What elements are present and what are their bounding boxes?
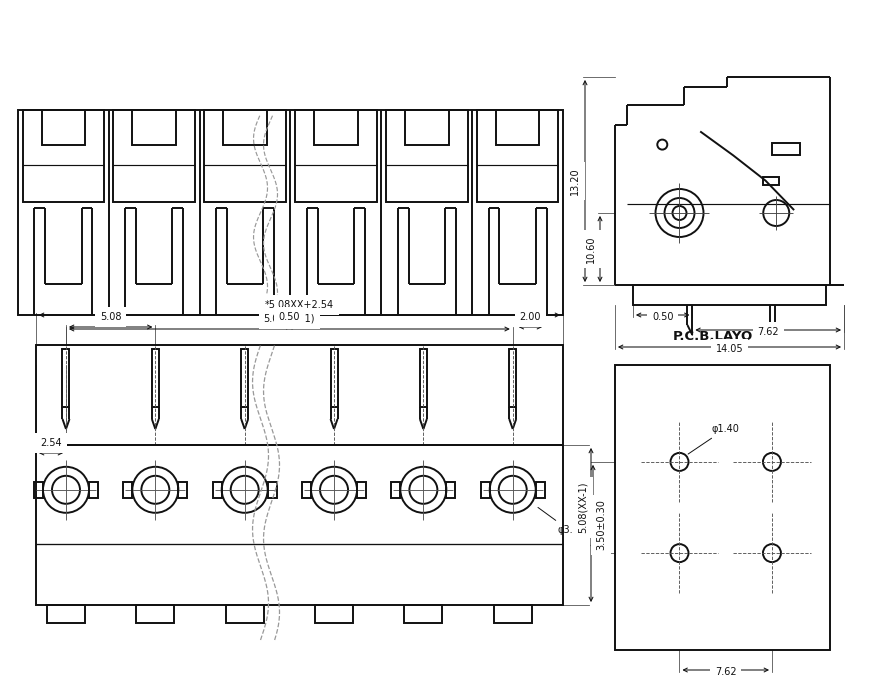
Text: 13.20: 13.20: [569, 167, 580, 195]
Bar: [225, 605, 263, 623]
Bar: [132, 110, 176, 145]
Bar: [152, 349, 159, 407]
Bar: [508, 349, 515, 407]
Bar: [123, 482, 132, 498]
Text: 2.00: 2.00: [519, 312, 541, 322]
Text: 0.50: 0.50: [651, 312, 673, 322]
Text: φ1.40: φ1.40: [687, 424, 739, 454]
Bar: [404, 605, 441, 623]
Bar: [420, 349, 427, 407]
Bar: [476, 110, 558, 202]
Bar: [178, 482, 187, 498]
Text: 5.08(XX-1): 5.08(XX-1): [577, 482, 587, 533]
Bar: [633, 285, 825, 305]
Bar: [212, 482, 222, 498]
Bar: [614, 365, 829, 650]
Bar: [495, 110, 539, 145]
Text: 7.62: 7.62: [757, 327, 778, 337]
Bar: [89, 482, 98, 498]
Bar: [302, 482, 311, 498]
Bar: [391, 482, 400, 498]
Bar: [493, 605, 531, 623]
Bar: [113, 110, 195, 202]
Bar: [63, 349, 70, 407]
Text: 0.50: 0.50: [278, 312, 300, 322]
Bar: [762, 176, 779, 185]
Bar: [47, 605, 85, 623]
Bar: [223, 110, 267, 145]
Bar: [268, 482, 276, 498]
Text: P.C.B.LAYOUT: P.C.B.LAYOUT: [672, 330, 772, 343]
Text: *5.08XX+2.54: *5.08XX+2.54: [265, 300, 334, 310]
Text: φ3.2: φ3.2: [537, 508, 579, 535]
Bar: [295, 110, 376, 202]
Bar: [771, 144, 799, 155]
Bar: [314, 110, 357, 145]
Text: 2.54: 2.54: [40, 438, 62, 448]
Bar: [36, 345, 562, 445]
Bar: [34, 482, 43, 498]
Text: 10.60: 10.60: [586, 235, 595, 262]
Bar: [42, 110, 85, 145]
Bar: [241, 349, 248, 407]
Bar: [404, 110, 448, 145]
Bar: [315, 605, 353, 623]
Text: 5.08: 5.08: [100, 312, 122, 322]
Text: 14.05: 14.05: [715, 344, 742, 354]
Bar: [18, 110, 562, 315]
Bar: [136, 605, 174, 623]
Bar: [36, 445, 562, 605]
Text: 7.62: 7.62: [714, 667, 736, 677]
Bar: [356, 482, 366, 498]
Text: 5.08(XX-1): 5.08(XX-1): [263, 314, 315, 324]
Bar: [535, 482, 544, 498]
Bar: [204, 110, 286, 202]
Text: 3.50±0.30: 3.50±0.30: [595, 500, 606, 550]
Bar: [386, 110, 468, 202]
Bar: [446, 482, 454, 498]
Bar: [481, 482, 489, 498]
Bar: [330, 349, 337, 407]
Bar: [23, 110, 104, 202]
